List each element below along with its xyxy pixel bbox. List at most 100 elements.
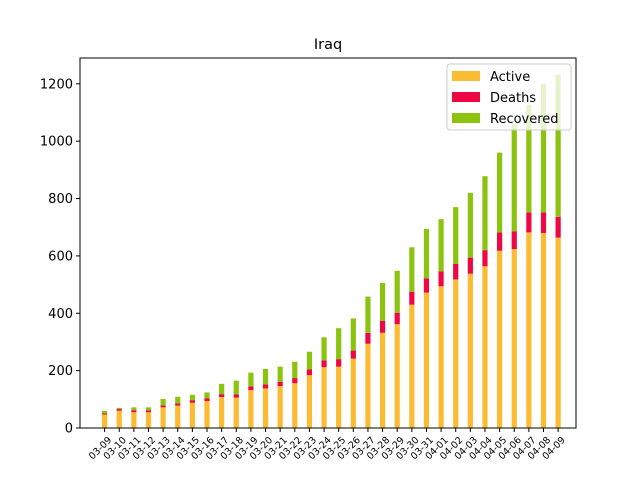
bars-group [102, 74, 561, 428]
bar-active-04-09 [555, 237, 561, 428]
bar-active-03-15 [189, 402, 195, 428]
y-tick-label: 800 [48, 192, 73, 207]
bar-active-03-28 [379, 332, 386, 428]
bar-recovered-03-22 [292, 361, 298, 379]
bar-active-03-26 [350, 358, 356, 428]
bar-recovered-03-21 [277, 366, 283, 382]
bar-active-03-11 [131, 412, 137, 428]
bar-deaths-03-31 [423, 278, 430, 293]
bar-deaths-03-18 [233, 394, 239, 398]
bar-deaths-03-25 [336, 359, 342, 367]
bar-active-03-18 [233, 397, 239, 428]
bar-deaths-03-28 [379, 320, 386, 333]
bar-recovered-03-18 [233, 380, 239, 395]
bar-active-03-31 [423, 292, 430, 428]
bar-active-03-09 [102, 414, 108, 428]
bar-deaths-03-30 [409, 291, 415, 305]
bar-deaths-04-06 [511, 231, 517, 250]
y-tick-label: 200 [48, 364, 73, 379]
bar-recovered-04-09 [555, 74, 561, 217]
bar-active-04-04 [482, 266, 488, 428]
legend-label-deaths: Deaths [490, 91, 536, 106]
y-tick-label: 1200 [40, 77, 73, 92]
bar-deaths-03-14 [175, 403, 181, 406]
y-axis: 0 200 400 600 800 1000 1200 [40, 77, 80, 437]
bar-recovered-04-04 [482, 176, 488, 251]
bar-recovered-03-16 [204, 392, 210, 399]
bar-active-03-22 [292, 383, 298, 428]
bar-active-03-23 [306, 375, 313, 428]
bar-recovered-03-10 [116, 407, 122, 410]
bar-deaths-03-11 [131, 410, 137, 413]
bar-deaths-04-01 [438, 271, 444, 287]
bar-deaths-04-04 [482, 250, 488, 267]
bar-recovered-04-01 [438, 219, 444, 272]
bar-recovered-03-27 [365, 296, 371, 333]
bar-active-04-05 [497, 250, 503, 428]
bar-active-03-30 [409, 304, 415, 428]
bar-recovered-04-06 [511, 123, 517, 232]
bar-active-03-10 [116, 410, 122, 428]
bar-deaths-03-15 [189, 400, 195, 403]
bar-recovered-03-12 [145, 407, 152, 411]
bar-active-03-13 [160, 407, 166, 428]
bar-deaths-03-16 [204, 398, 210, 402]
bar-active-04-07 [526, 232, 532, 428]
bar-deaths-03-17 [219, 394, 225, 398]
bar-active-04-02 [453, 279, 459, 428]
bar-recovered-03-19 [248, 372, 254, 387]
bar-deaths-03-21 [277, 381, 283, 387]
bar-active-03-24 [321, 367, 327, 428]
bar-active-03-29 [394, 324, 400, 428]
bar-deaths-04-03 [467, 257, 473, 274]
chart-title: Iraq [314, 37, 342, 53]
bar-active-03-17 [219, 397, 225, 428]
y-tick-label: 400 [48, 307, 73, 322]
bar-deaths-03-13 [160, 405, 166, 408]
bar-recovered-04-07 [526, 104, 532, 213]
bar-recovered-03-23 [306, 351, 313, 370]
bar-active-03-21 [277, 386, 283, 428]
bar-active-04-08 [540, 232, 547, 428]
bar-recovered-03-14 [175, 396, 181, 404]
bar-deaths-03-09 [102, 413, 108, 415]
bar-deaths-03-27 [365, 332, 371, 344]
bar-recovered-04-02 [453, 207, 459, 264]
bar-recovered-04-05 [497, 152, 503, 233]
bar-active-03-20 [262, 388, 269, 428]
legend-swatch-deaths [452, 92, 480, 102]
bar-recovered-03-30 [409, 247, 415, 292]
bar-recovered-03-25 [336, 328, 342, 360]
bar-deaths-03-23 [306, 369, 313, 376]
bar-deaths-04-09 [555, 216, 561, 238]
bar-active-04-06 [511, 249, 517, 428]
bar-deaths-04-02 [453, 263, 459, 280]
legend-swatch-active [452, 71, 480, 81]
y-tick-label: 600 [48, 249, 73, 264]
bar-deaths-03-10 [116, 409, 122, 411]
bar-recovered-03-15 [189, 394, 195, 401]
bar-recovered-03-13 [160, 399, 166, 406]
bar-recovered-03-20 [262, 368, 269, 385]
legend-label-active: Active [490, 70, 530, 85]
bar-deaths-04-08 [540, 212, 547, 233]
bar-active-03-16 [204, 401, 210, 428]
y-tick-label: 1000 [40, 135, 73, 150]
bar-recovered-03-17 [219, 383, 225, 395]
bar-deaths-03-22 [292, 378, 298, 384]
bar-deaths-04-07 [526, 212, 532, 233]
legend: Active Deaths Recovered [446, 63, 572, 131]
bar-deaths-03-19 [248, 386, 254, 391]
bar-active-03-14 [175, 405, 181, 428]
bar-recovered-03-24 [321, 337, 327, 361]
bar-deaths-03-26 [350, 350, 356, 359]
bar-deaths-03-12 [145, 410, 152, 413]
bar-recovered-03-26 [350, 318, 356, 351]
bar-deaths-03-20 [262, 384, 269, 389]
bar-active-03-19 [248, 390, 254, 428]
bar-recovered-04-08 [540, 83, 547, 213]
bar-deaths-03-24 [321, 360, 327, 368]
bar-active-03-12 [145, 412, 152, 428]
